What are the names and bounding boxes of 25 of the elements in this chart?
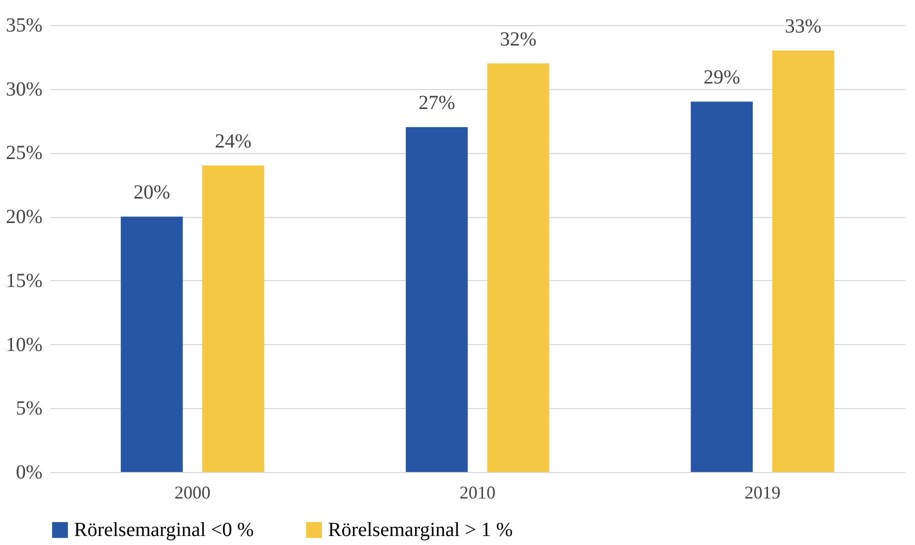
y-tick-label: 20% <box>6 206 42 228</box>
data-label: 32% <box>500 28 537 50</box>
y-tick-label: 30% <box>6 78 42 100</box>
x-tick-label: 2019 <box>744 482 780 502</box>
y-tick-label: 10% <box>6 334 42 356</box>
bar <box>120 216 183 472</box>
legend-label: Rörelsemarginal > 1 % <box>328 519 513 541</box>
bar <box>487 63 550 472</box>
data-label: 27% <box>418 92 456 114</box>
y-tick-label: 5% <box>16 398 42 420</box>
bar <box>202 165 264 472</box>
y-tick-label: 35% <box>6 14 42 36</box>
x-tick-label: 2010 <box>460 482 496 502</box>
bar <box>772 50 834 472</box>
data-label: 24% <box>214 130 252 152</box>
data-label: 33% <box>784 16 822 38</box>
bar <box>690 102 753 472</box>
y-tick-label: 0% <box>16 462 42 484</box>
data-label: 29% <box>703 66 740 89</box>
bar <box>406 127 468 472</box>
y-tick-label: 15% <box>6 270 42 292</box>
legend-label: Rörelsemarginal <0 % <box>74 519 254 541</box>
y-tick-label: 25% <box>6 142 42 164</box>
x-tick-label: 2000 <box>174 482 210 502</box>
data-label: 20% <box>133 182 170 204</box>
